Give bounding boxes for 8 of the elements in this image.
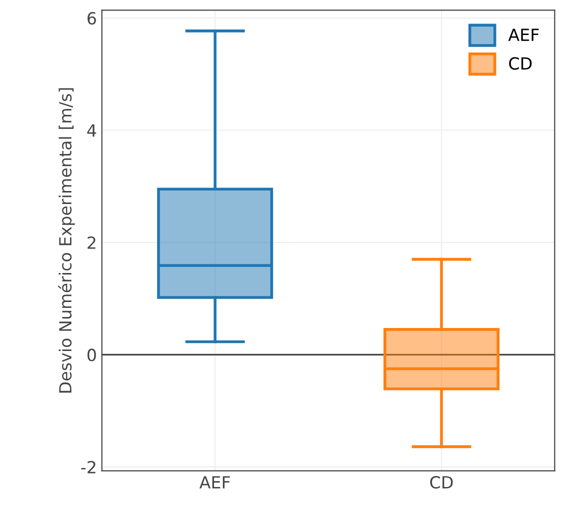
y-tick-label: 4 [87, 124, 96, 137]
y-tick-label: -2 [81, 460, 96, 474]
y-axis-title: Desvio Numérico Experimental [m/s] [58, 88, 75, 393]
y-tick-label: 6 [88, 12, 96, 25]
legend-label: CD [509, 57, 532, 70]
legend-label: AEF [508, 28, 539, 41]
y-tick-label: 2 [88, 236, 96, 249]
y-tick-label: 0 [88, 348, 96, 362]
